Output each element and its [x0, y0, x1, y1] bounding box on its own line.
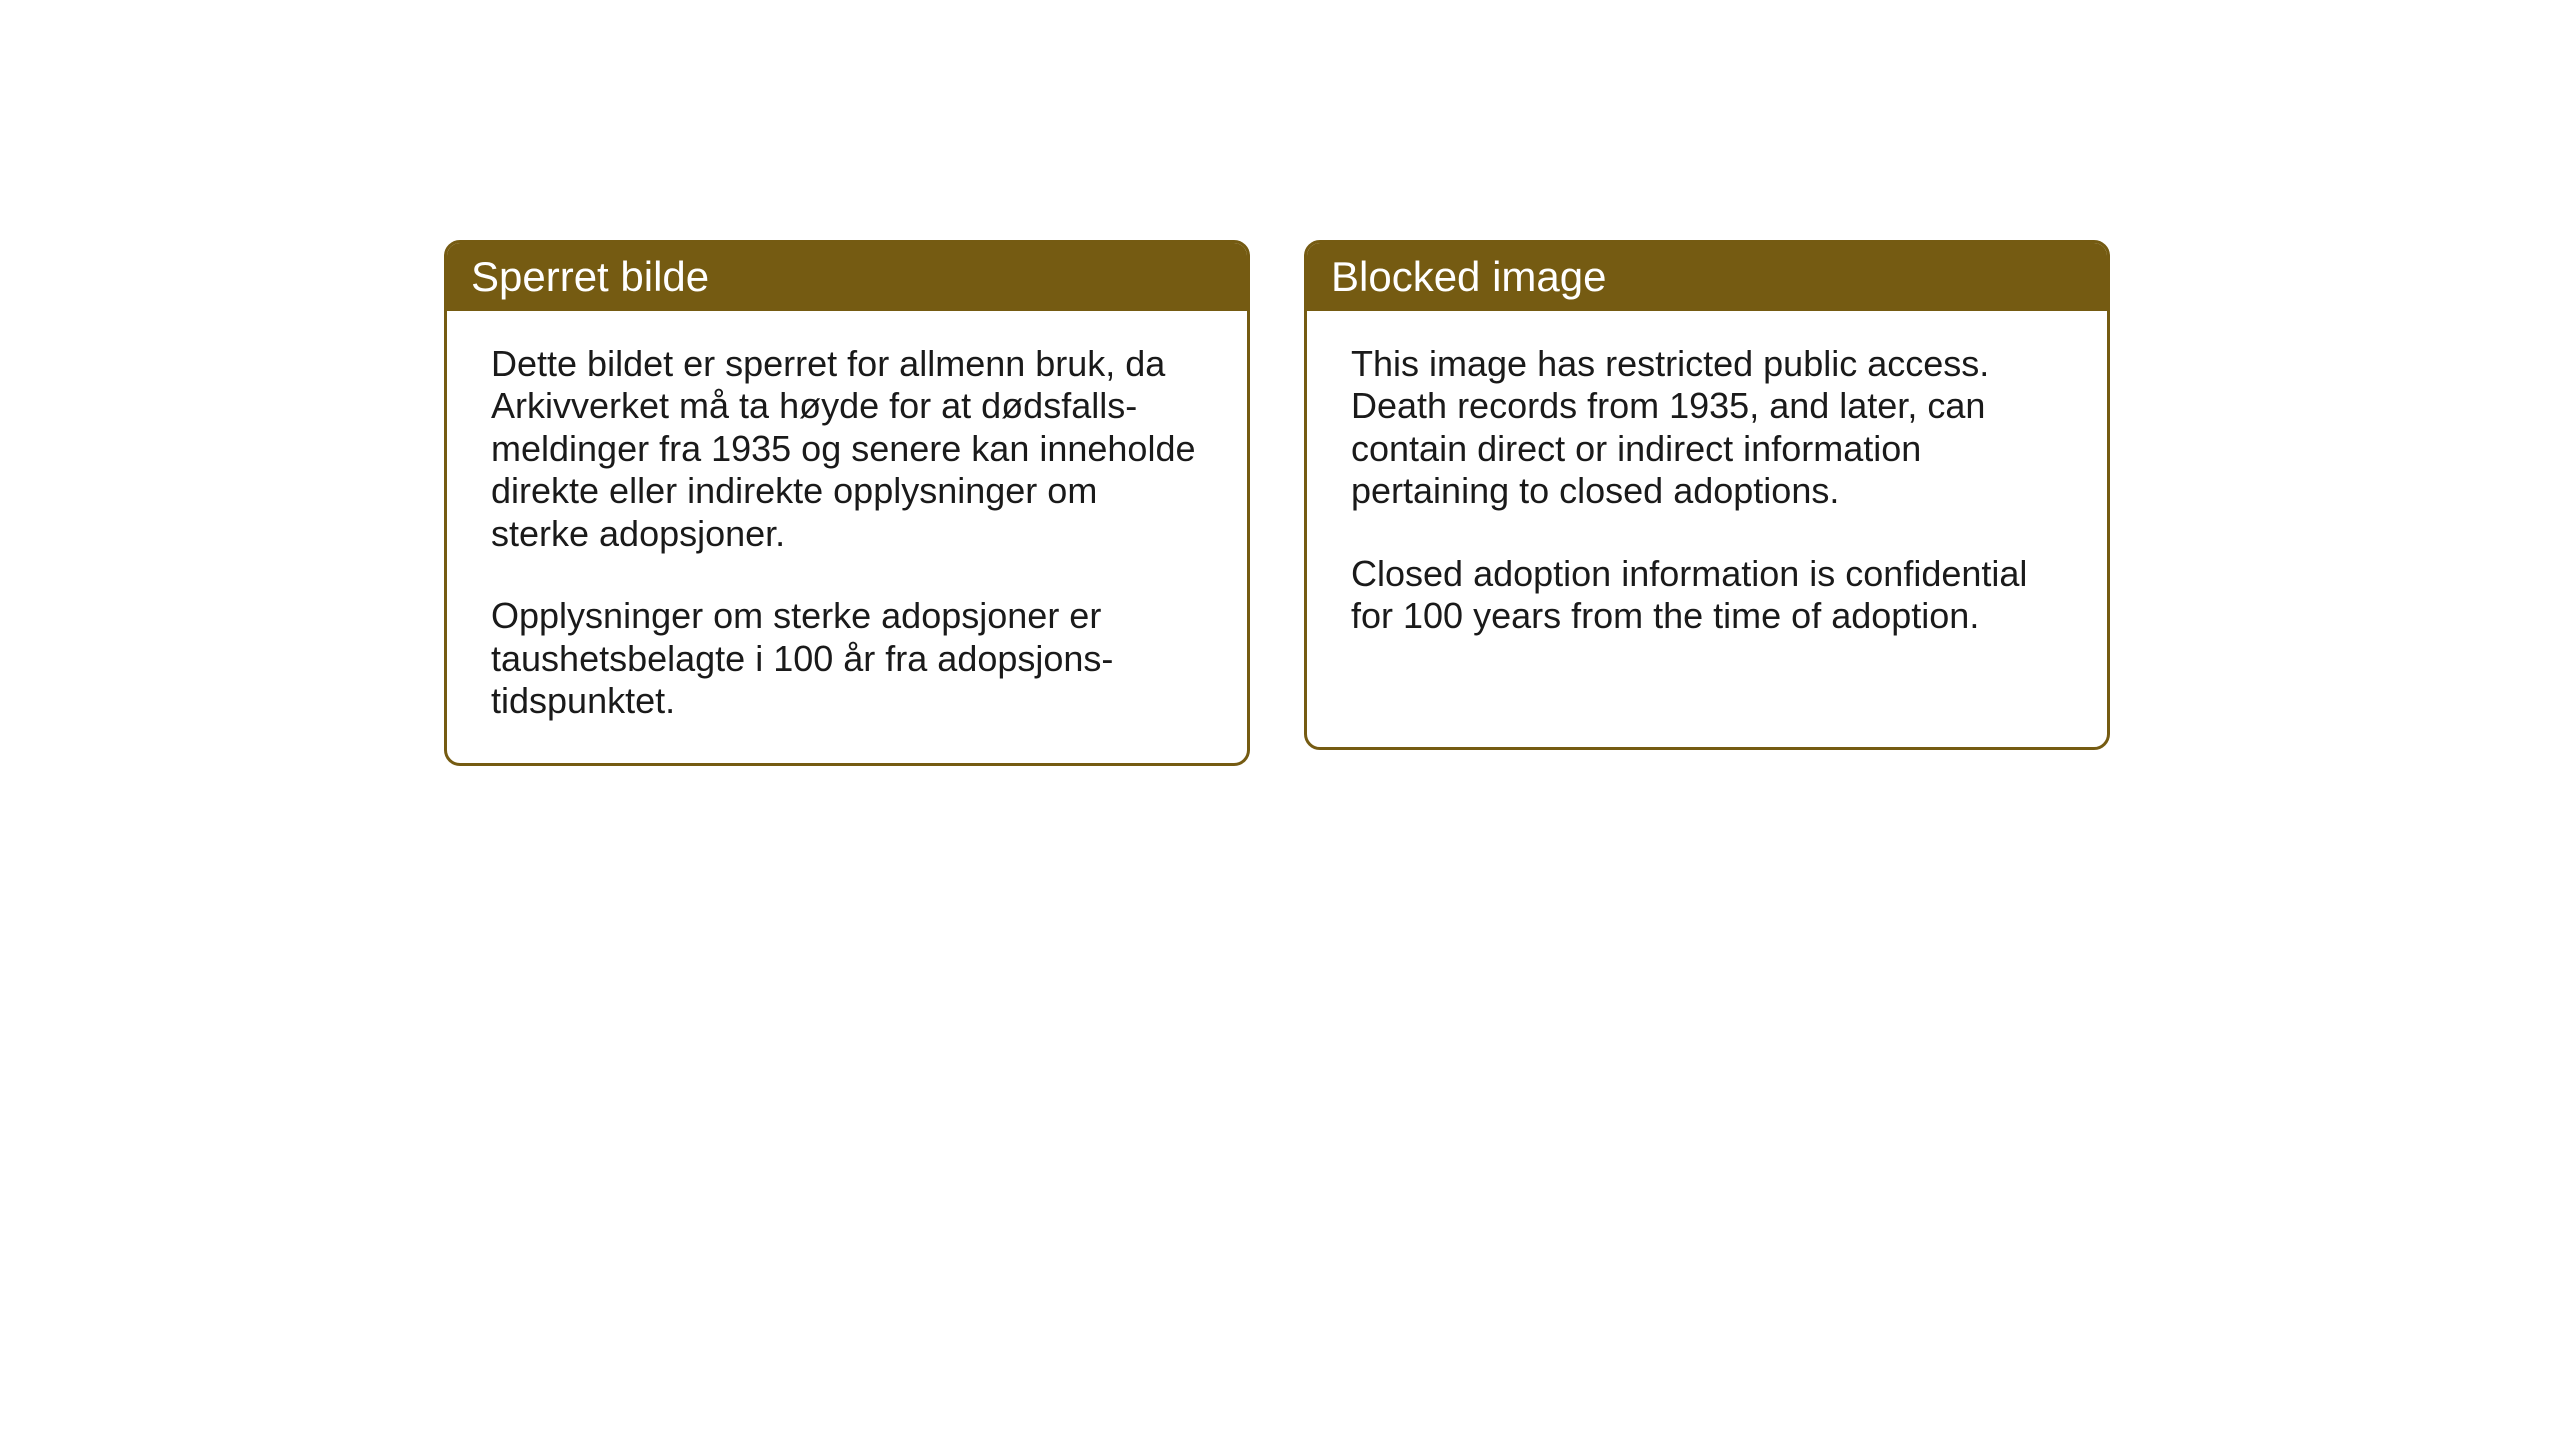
card-header-norwegian: Sperret bilde: [447, 243, 1247, 311]
notice-card-norwegian: Sperret bilde Dette bildet er sperret fo…: [444, 240, 1250, 766]
card-paragraph-1-english: This image has restricted public access.…: [1351, 343, 2063, 513]
card-paragraph-2-norwegian: Opplysninger om sterke adopsjoner er tau…: [491, 595, 1203, 722]
card-title-english: Blocked image: [1331, 253, 1606, 300]
card-body-english: This image has restricted public access.…: [1307, 311, 2107, 678]
card-paragraph-2-english: Closed adoption information is confident…: [1351, 553, 2063, 638]
card-body-norwegian: Dette bildet er sperret for allmenn bruk…: [447, 311, 1247, 763]
card-paragraph-1-norwegian: Dette bildet er sperret for allmenn bruk…: [491, 343, 1203, 555]
notice-cards-container: Sperret bilde Dette bildet er sperret fo…: [444, 240, 2110, 766]
notice-card-english: Blocked image This image has restricted …: [1304, 240, 2110, 750]
card-header-english: Blocked image: [1307, 243, 2107, 311]
card-title-norwegian: Sperret bilde: [471, 253, 709, 300]
